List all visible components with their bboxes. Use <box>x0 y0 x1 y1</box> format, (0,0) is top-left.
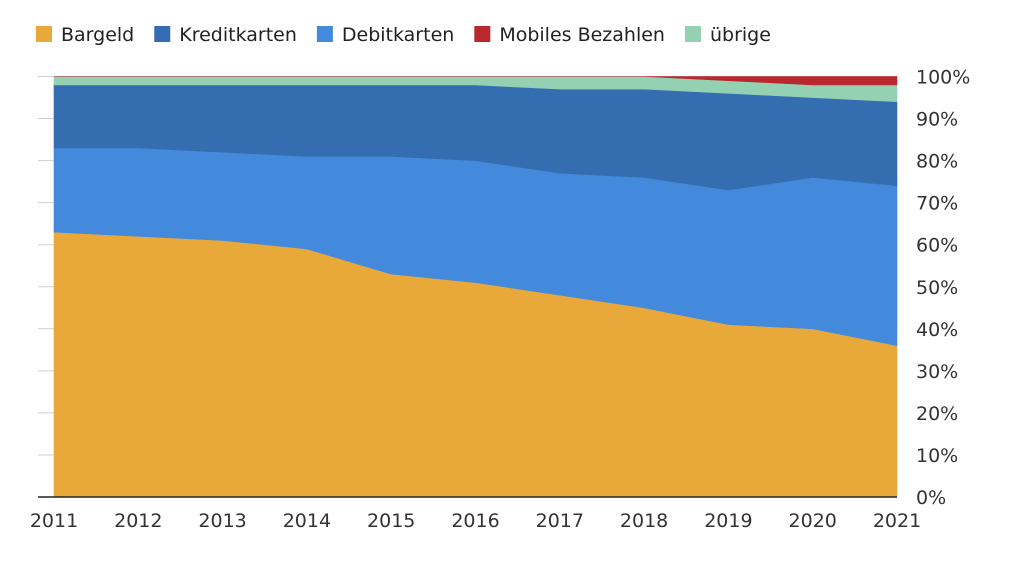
plot-areas <box>53 76 898 498</box>
y-tick-label: 20% <box>916 403 958 425</box>
legend-item-kreditkarten: Kreditkarten <box>154 24 297 46</box>
y-tick-label: 90% <box>916 109 958 131</box>
legend-swatch <box>474 26 491 42</box>
y-tick-label: 30% <box>916 361 958 383</box>
x-tick-label: 2011 <box>30 510 78 532</box>
x-axis-ticks: 2011 2012 2013 2014 2015 2016 2017 2018 2019 2020… <box>30 510 921 532</box>
y-tick-label: 40% <box>916 319 958 341</box>
legend-label: Debitkarten <box>342 24 454 46</box>
y-tick-label: 100% <box>916 67 970 89</box>
legend-swatch <box>154 26 171 42</box>
legend-label: übrige <box>710 24 771 46</box>
x-tick-label: 2015 <box>367 510 415 532</box>
x-tick-label: 2013 <box>198 510 246 532</box>
x-tick-label: 2016 <box>451 510 499 532</box>
x-tick-label: 2012 <box>114 510 162 532</box>
y-axis-ticks: 0% 10% 20% 30% 40% 50% 60% 70% 80% 90% 100% <box>916 67 970 510</box>
x-tick-label: 2020 <box>789 510 837 532</box>
x-tick-label: 2014 <box>283 510 331 532</box>
legend-label: Kreditkarten <box>179 24 297 46</box>
x-tick-label: 2017 <box>536 510 584 532</box>
y-tick-label: 10% <box>916 445 958 467</box>
legend-item-uebrige: übrige <box>684 24 771 46</box>
y-tick-label: 70% <box>916 193 958 215</box>
x-tick-label: 2019 <box>704 510 752 532</box>
x-tick-label: 2021 <box>873 510 921 532</box>
chart-legend: Bargeld Kreditkarten Debitkarten Mobiles Be… <box>36 24 771 46</box>
legend-item-bargeld: Bargeld <box>36 24 134 46</box>
x-tick-label: 2018 <box>620 510 668 532</box>
legend-swatch <box>684 26 701 42</box>
legend-item-mobiles-bezahlen: Mobiles Bezahlen <box>474 24 665 46</box>
area-mobiles-bezahlen <box>54 76 898 86</box>
y-tick-label: 0% <box>916 487 946 509</box>
legend-label: Bargeld <box>61 24 134 46</box>
y-tick-label: 60% <box>916 235 958 257</box>
legend-label: Mobiles Bezahlen <box>499 24 665 46</box>
y-tick-label: 80% <box>916 151 958 173</box>
legend-swatch <box>36 26 52 42</box>
legend-swatch <box>316 26 333 42</box>
y-tick-label: 50% <box>916 277 958 299</box>
legend-item-debitkarten: Debitkarten <box>316 24 454 46</box>
